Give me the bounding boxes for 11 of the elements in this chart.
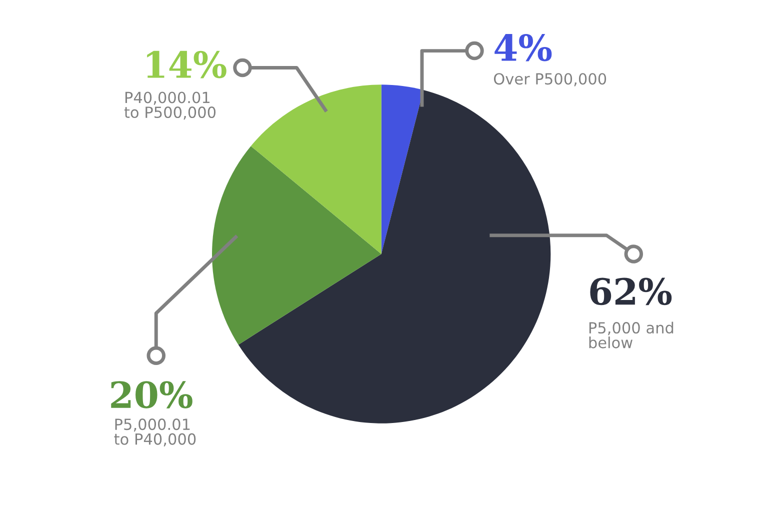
pie-slice	[212, 146, 382, 345]
slice-label: P5,000 and below	[589, 322, 674, 348]
slice-label: Over P500,000	[494, 73, 606, 86]
pie-slice	[250, 84, 382, 254]
data-label: 62%	[590, 278, 672, 306]
slice-label: P5,000.01 to P40,000	[114, 418, 196, 446]
slice-label: P40,000.01 to P500,000	[124, 92, 216, 120]
pie-slice	[238, 90, 551, 424]
data-label: 20%	[111, 381, 192, 408]
data-label: 4%	[494, 34, 552, 62]
data-label: 14%	[147, 50, 226, 78]
